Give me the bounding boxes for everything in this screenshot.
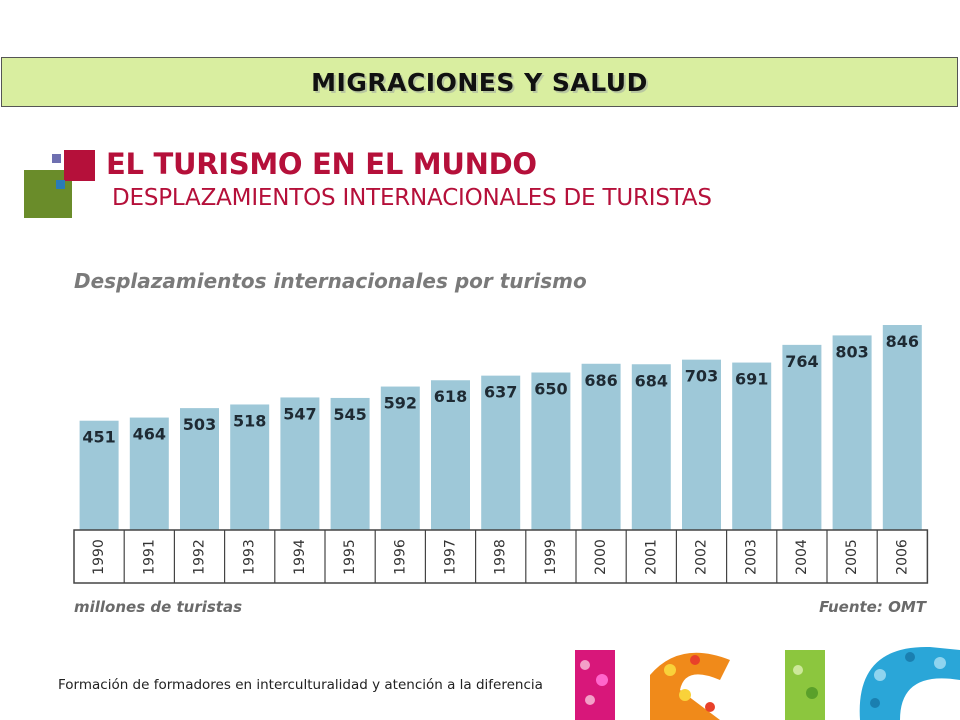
data-label-2003: 691 bbox=[735, 370, 768, 389]
data-label-2001: 684 bbox=[635, 371, 668, 390]
data-label-2000: 686 bbox=[584, 371, 617, 390]
unit-label: millones de turistas bbox=[74, 598, 243, 616]
x-tick-label-1990: 1990 bbox=[91, 539, 107, 575]
bar-2003 bbox=[732, 362, 772, 530]
bar-1994 bbox=[280, 397, 320, 530]
x-tick-label-1991: 1991 bbox=[141, 539, 157, 575]
data-label-1999: 650 bbox=[534, 379, 567, 398]
data-label-2002: 703 bbox=[685, 367, 718, 386]
bar-2006 bbox=[882, 325, 922, 530]
footer-text: Formación de formadores en intercultural… bbox=[58, 677, 543, 693]
x-axis-table bbox=[73, 529, 929, 584]
x-tick-label-2005: 2005 bbox=[844, 539, 860, 575]
x-tick-label-1998: 1998 bbox=[493, 539, 509, 575]
x-tick-label-1992: 1992 bbox=[192, 539, 208, 575]
x-tick-label-1996: 1996 bbox=[392, 539, 408, 575]
bar-1990 bbox=[79, 420, 119, 530]
data-label-1990: 451 bbox=[82, 428, 115, 447]
x-tick-label-1995: 1995 bbox=[342, 539, 358, 575]
x-tick-label-1999: 1999 bbox=[543, 539, 559, 575]
data-label-1995: 545 bbox=[333, 405, 366, 424]
bar-chart: 451 464 503 518 547 545 592 618 637 650 686 684 703 6… bbox=[73, 325, 929, 584]
x-tick-label-2000: 2000 bbox=[593, 539, 609, 575]
x-tick-label-2006: 2006 bbox=[894, 539, 910, 575]
section-title: EL TURISMO EN EL MUNDO bbox=[106, 147, 537, 181]
x-tick-label-2002: 2002 bbox=[694, 539, 710, 575]
bar-2002 bbox=[682, 359, 721, 530]
section-subtitle: DESPLAZAMIENTOS INTERNACIONALES DE TURIS… bbox=[112, 185, 712, 211]
x-tick-label-1994: 1994 bbox=[292, 539, 308, 575]
chart-title: Desplazamientos internacionales por turi… bbox=[74, 269, 587, 293]
data-label-1998: 637 bbox=[484, 383, 517, 402]
data-label-1997: 618 bbox=[434, 387, 467, 406]
bar-1997 bbox=[431, 380, 470, 530]
data-label-2006: 846 bbox=[886, 332, 919, 351]
x-tick-label-2004: 2004 bbox=[794, 539, 810, 575]
bar-1991 bbox=[129, 417, 169, 530]
decorative-logo-icon bbox=[575, 646, 960, 720]
bar-1995 bbox=[330, 397, 370, 530]
data-label-1992: 503 bbox=[183, 415, 216, 434]
x-tick-label-2003: 2003 bbox=[744, 539, 760, 575]
data-label-2004: 764 bbox=[785, 352, 818, 371]
title-banner: MIGRACIONES Y SALUD bbox=[1, 57, 958, 107]
logo-icon bbox=[24, 150, 95, 218]
x-tick-label-1993: 1993 bbox=[242, 539, 258, 575]
bar-1996 bbox=[380, 386, 420, 530]
data-label-1996: 592 bbox=[384, 394, 417, 413]
data-label-2005: 803 bbox=[835, 342, 868, 361]
x-tick-label-1997: 1997 bbox=[443, 539, 459, 575]
bar-1993 bbox=[230, 404, 270, 530]
bar-2001 bbox=[631, 364, 671, 530]
bar-1998 bbox=[481, 375, 521, 530]
source-label: Fuente: OMT bbox=[819, 598, 926, 616]
data-label-1994: 547 bbox=[283, 404, 316, 423]
data-label-1991: 464 bbox=[133, 425, 166, 444]
bar-2000 bbox=[581, 363, 621, 530]
data-label-1993: 518 bbox=[233, 411, 266, 430]
banner-title: MIGRACIONES Y SALUD bbox=[311, 67, 648, 97]
bar-1999 bbox=[531, 372, 571, 530]
x-tick-label-2001: 2001 bbox=[643, 539, 659, 575]
bar-2005 bbox=[832, 335, 872, 530]
bar-2004 bbox=[782, 344, 822, 530]
bar-1992 bbox=[180, 408, 219, 530]
